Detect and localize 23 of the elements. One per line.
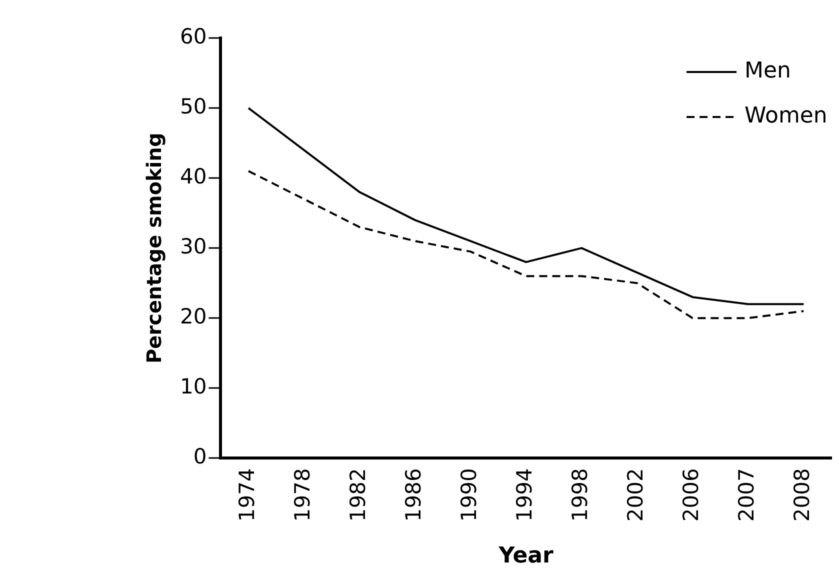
x-tick-label: 1982 bbox=[346, 468, 370, 522]
x-tick-label: 2006 bbox=[679, 468, 704, 522]
y-tick-label: 0 bbox=[193, 444, 207, 469]
x-tick-label: 2007 bbox=[734, 468, 759, 522]
y-tick-label: 20 bbox=[180, 304, 207, 329]
x-tick-label: 1994 bbox=[512, 468, 536, 522]
y-tick-label: 50 bbox=[180, 94, 207, 118]
y-axis-title: Percentage smoking bbox=[142, 132, 166, 364]
x-tick-label: 2008 bbox=[790, 468, 814, 522]
y-tick-label: 10 bbox=[180, 374, 207, 399]
x-axis-title: Year bbox=[498, 544, 554, 569]
legend-label: Men bbox=[744, 58, 792, 84]
y-tick-label: 30 bbox=[180, 234, 207, 259]
line-series bbox=[247, 170, 805, 320]
legend-label: Women bbox=[744, 104, 828, 129]
x-tick-label: 2002 bbox=[624, 468, 648, 522]
x-tick-label: 1978 bbox=[290, 468, 314, 522]
x-tick-label: 1974 bbox=[234, 468, 259, 522]
y-tick-label: 60 bbox=[180, 24, 207, 48]
x-tick-label: 1990 bbox=[456, 468, 481, 522]
y-tick-label: 40 bbox=[180, 164, 207, 189]
x-tick-label: 1986 bbox=[401, 468, 426, 522]
x-tick-label: 1998 bbox=[568, 468, 592, 522]
